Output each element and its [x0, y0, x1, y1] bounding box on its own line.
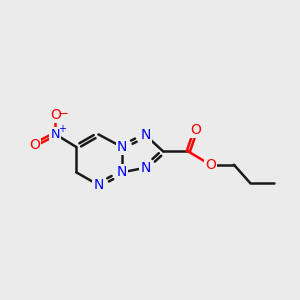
- Text: +: +: [58, 124, 66, 134]
- Text: N: N: [117, 165, 127, 179]
- Text: −: −: [58, 107, 68, 120]
- Text: N: N: [93, 178, 104, 192]
- Text: N: N: [140, 161, 151, 175]
- Text: O: O: [50, 108, 61, 122]
- Text: O: O: [29, 138, 40, 152]
- Text: N: N: [117, 140, 127, 154]
- Text: O: O: [205, 158, 216, 172]
- Text: O: O: [190, 123, 201, 137]
- Text: N: N: [140, 128, 151, 142]
- Text: N: N: [50, 128, 60, 141]
